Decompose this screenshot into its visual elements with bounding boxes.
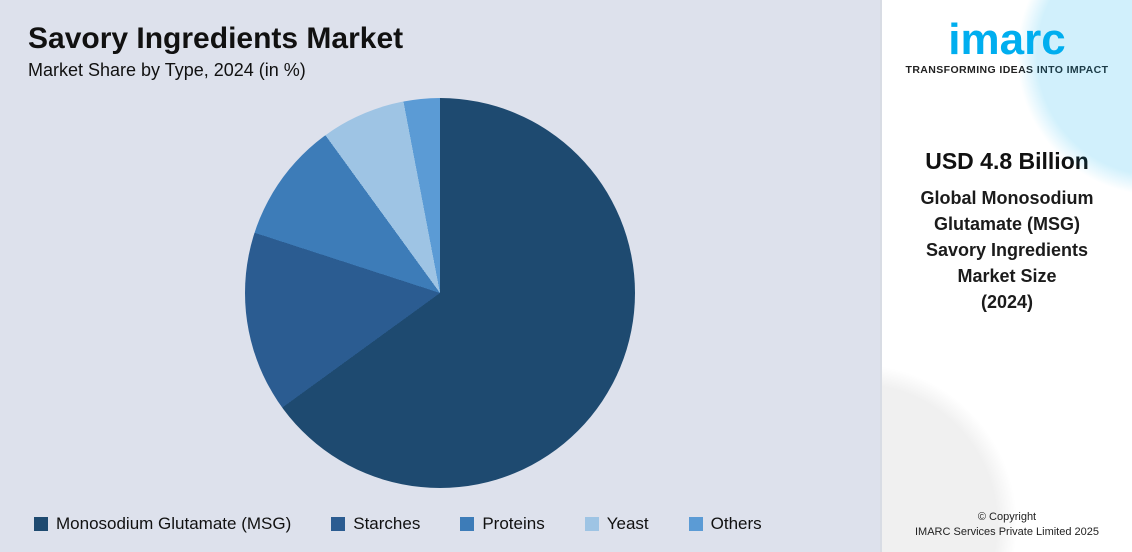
sidebar-panel: imarc TRANSFORMING IDEAS INTO IMPACT USD…	[880, 0, 1132, 552]
stat-value: USD 4.8 Billion	[921, 148, 1094, 175]
copyright-text: © CopyrightIMARC Services Private Limite…	[882, 510, 1132, 540]
legend: Monosodium Glutamate (MSG) Starches Protei…	[28, 512, 852, 534]
pie-chart-wrap	[28, 73, 852, 512]
legend-swatch	[689, 517, 703, 531]
pie-chart	[245, 98, 635, 488]
brand-tagline: TRANSFORMING IDEAS INTO IMPACT	[906, 64, 1109, 76]
legend-item: Others	[689, 514, 762, 534]
page-title: Savory Ingredients Market	[28, 22, 852, 56]
legend-item: Monosodium Glutamate (MSG)	[34, 514, 291, 534]
chart-panel: Savory Ingredients Market Market Share b…	[0, 0, 880, 552]
legend-item: Starches	[331, 514, 420, 534]
legend-swatch	[331, 517, 345, 531]
legend-item: Yeast	[585, 514, 649, 534]
stat-block: USD 4.8 Billion Global MonosodiumGlutama…	[921, 148, 1094, 315]
legend-item: Proteins	[460, 514, 544, 534]
legend-label: Starches	[353, 514, 420, 534]
legend-label: Yeast	[607, 514, 649, 534]
legend-label: Monosodium Glutamate (MSG)	[56, 514, 291, 534]
legend-swatch	[460, 517, 474, 531]
legend-swatch	[585, 517, 599, 531]
legend-swatch	[34, 517, 48, 531]
stat-description: Global MonosodiumGlutamate (MSG)Savory I…	[921, 185, 1094, 315]
brand-logo: imarc	[948, 18, 1065, 62]
legend-label: Others	[711, 514, 762, 534]
legend-label: Proteins	[482, 514, 544, 534]
